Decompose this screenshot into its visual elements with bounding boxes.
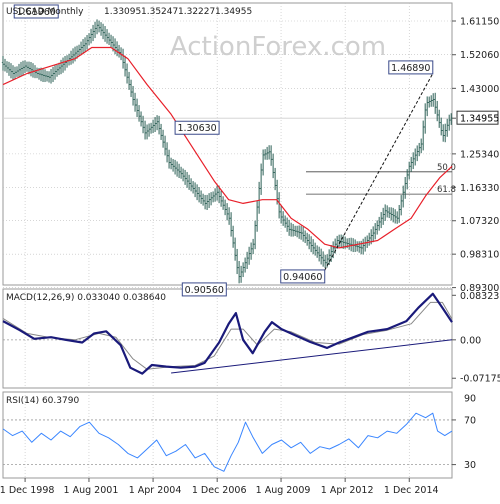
current-price-label: 1.34955 — [460, 114, 499, 125]
current-price-box — [456, 110, 499, 125]
moving-average-line — [2, 46, 453, 249]
annotation-box — [174, 120, 220, 135]
price-y-tick-label: 1.61150 — [460, 16, 499, 27]
price-y-tick-label: 1.52060 — [460, 50, 499, 61]
x-tick-label: 1 Aug 2001 — [64, 485, 119, 496]
annotation-box — [13, 4, 59, 19]
rsi-y-tick-label: 30 — [464, 460, 476, 471]
x-tick-label: 1 Apr 2012 — [321, 485, 374, 496]
price-y-tick-label: 0.98310 — [460, 250, 499, 261]
price-title: USDCAD Monthly — [6, 7, 84, 17]
rsi-line — [2, 412, 453, 472]
ohlc-value: 1.35247 — [141, 7, 178, 17]
ohlc-value: 1.32227 — [178, 7, 215, 17]
ohlc-value: 1.34955 — [215, 7, 252, 17]
macd-y-tick-label: -0.071752 — [460, 374, 500, 385]
watermark: ActionForex.com — [170, 32, 386, 62]
macd-y-tick-label: 0.083235 — [460, 291, 500, 302]
x-tick-label: 1 Dec 1998 — [0, 485, 54, 496]
annotation-label: 1.61960 — [17, 7, 56, 18]
price-panel-frame — [2, 2, 453, 286]
annotation-label: 0.94060 — [283, 272, 322, 283]
macd-signal-line — [2, 301, 453, 370]
rsi-y-tick-label: 70 — [464, 415, 476, 426]
price-y-tick-label: 1.43000 — [460, 84, 499, 95]
macd-y-tick-label: 0.00 — [460, 335, 481, 346]
price-trendline — [324, 73, 434, 271]
macd-trendline — [171, 339, 453, 374]
price-y-tick-label: 1.16330 — [460, 183, 499, 194]
macd-panel-frame — [2, 288, 453, 389]
fib-level-label: 61.8 — [437, 185, 456, 195]
macd-line — [2, 292, 453, 375]
x-tick-label: 1 Aug 2009 — [256, 485, 311, 496]
rsi-top-tick-label: 90 — [464, 394, 476, 405]
x-tick-label: 1 Dec 2006 — [192, 485, 247, 496]
annotation-box — [181, 282, 227, 297]
annotation-label: 1.46890 — [391, 63, 430, 74]
annotation-box — [388, 60, 434, 75]
annotation-label: 0.90560 — [185, 285, 224, 296]
price-y-tick-label: 1.25340 — [460, 149, 499, 160]
price-y-tick-label: 1.07320 — [460, 216, 499, 227]
x-tick-label: 1 Apr 2004 — [129, 485, 182, 496]
rsi-panel-frame — [2, 391, 453, 479]
annotation-box — [280, 269, 326, 284]
annotation-label: 1.30630 — [177, 123, 216, 134]
ohlc-value: 1.33095 — [104, 7, 141, 17]
rsi-title: RSI(14) 60.3790 — [6, 396, 79, 406]
macd-title: MACD(12,26,9) 0.033040 0.038640 — [6, 293, 166, 303]
x-tick-label: 1 Dec 2014 — [384, 485, 439, 496]
price-y-tick-label: 0.89300 — [460, 283, 499, 294]
fib-level-label: 50.0 — [437, 163, 456, 173]
